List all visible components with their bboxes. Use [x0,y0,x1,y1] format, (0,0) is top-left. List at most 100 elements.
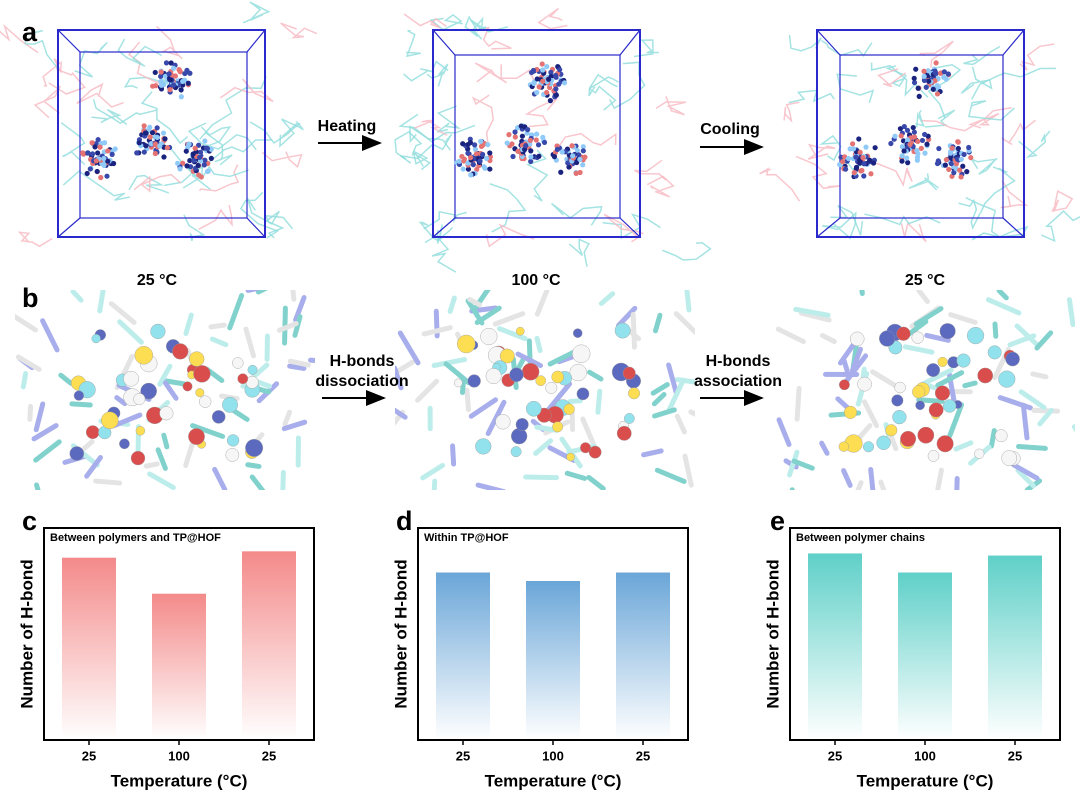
polymer-chain [877,68,907,88]
bond-stick [447,295,457,314]
bond-stick [492,311,526,327]
polymer-chain [822,211,857,240]
bond-stick [231,408,250,422]
panel-label: b [22,283,39,313]
bar [898,572,952,740]
polymer-chain [403,60,449,82]
bar [616,572,670,740]
polymer-chain [412,149,432,171]
cluster-atom [134,150,140,156]
polymer-chain [915,109,925,128]
atom [885,424,898,437]
cluster-atom [547,98,553,104]
box-edge [1002,217,1025,238]
bar [808,553,862,740]
polymer-chain [524,97,558,128]
atom [85,425,100,439]
bond-stick [533,438,554,456]
bond-stick [947,402,965,439]
bond-stick [515,351,544,369]
bond-stick [849,346,863,374]
bond-stick [209,336,229,348]
box-edge [57,29,81,53]
cluster-atom [576,152,582,158]
box-edge [246,29,266,53]
polymer-chain [117,38,163,67]
bond-stick [183,312,194,337]
box-edge [1002,29,1025,56]
bond-stick [287,363,307,371]
atom [521,363,540,381]
bond-stick [395,407,408,420]
cluster-atom [460,141,466,147]
atom [189,351,205,367]
bond-stick [70,290,84,303]
polymer-chain [526,149,549,202]
cluster-atom [136,140,142,146]
cluster-atom [168,77,174,83]
plot-frame [43,527,315,741]
polymer-chain [1019,43,1055,71]
bond-stick [674,377,695,385]
cluster-atom [941,69,947,75]
cluster-atom [905,160,911,166]
cluster-atom [863,144,869,150]
polymer-chain [924,109,956,128]
atom [150,323,166,340]
atom [912,385,926,399]
atom [525,400,542,417]
bond-stick [245,290,261,293]
bond-stick [276,321,299,333]
cluster-atom [150,83,156,89]
cluster-atom [157,143,163,149]
cluster-atom [936,145,942,152]
atom [891,394,904,407]
bond-stick [564,470,588,481]
cluster-atom [901,148,907,154]
polymer-chain [919,40,954,68]
cluster-atom [161,154,167,160]
polymer-chain [0,23,39,54]
cluster-atom [968,155,974,161]
x-tick-label: 25 [1008,748,1022,763]
cluster-atom [955,145,961,152]
box-edge [816,29,1025,238]
cluster-atom [922,131,928,138]
cluster-atom [932,78,938,84]
bond-stick [868,466,876,490]
polymer-chain [242,1,271,24]
bond-stick [523,474,560,481]
bond-stick [1015,467,1036,489]
bond-stick [996,290,1009,301]
cluster-atom [89,151,96,157]
cluster-atom [92,144,98,150]
atom [182,381,193,392]
bond-stick [255,290,268,295]
cluster-atom [528,154,534,160]
cluster-atom [152,69,158,76]
bond-stick [861,399,880,429]
polymer-chain [646,175,675,198]
simulation-box [759,29,1080,243]
cluster-atom [899,153,905,159]
bond-stick [40,318,60,353]
cluster-atom [558,169,564,175]
box-edge [57,29,266,238]
polymer-chain [920,118,985,132]
cluster-atom [178,94,184,100]
hbond-closeup [15,290,315,490]
cluster-atom [934,91,941,97]
cluster-atom [518,123,524,129]
cluster-atom [195,162,201,169]
atom [994,429,1008,443]
cluster-atom [899,158,905,164]
box-edge [839,54,1004,219]
cluster-atom [93,158,99,164]
atom [509,367,524,382]
bond-stick [819,333,837,344]
atom [998,370,1016,388]
atom [485,368,502,385]
bond-stick [20,371,29,390]
polymer-chain [537,7,568,30]
cluster-atom [964,169,970,175]
